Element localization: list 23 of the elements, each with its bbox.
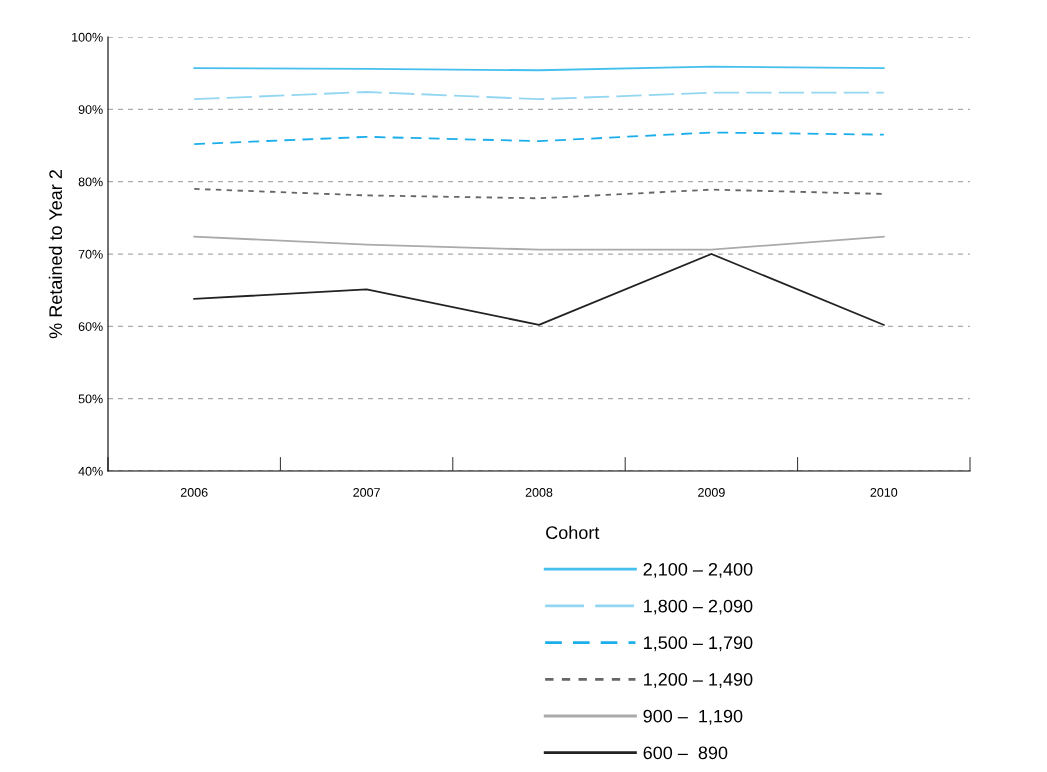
legend-label: 2,100 – 2,400 <box>643 562 753 578</box>
x-tick-label: 2010 <box>870 488 898 497</box>
line-series <box>193 253 885 326</box>
legend-label: 600 – 890 <box>643 746 728 760</box>
legend-label: 1,500 – 1,790 <box>644 636 753 652</box>
y-tick-label: 100% <box>72 32 103 42</box>
y-tick-label: 50% <box>78 394 103 404</box>
x-tick-label: 2009 <box>698 488 725 497</box>
x-tick-label: 2006 <box>180 488 208 497</box>
legend-label: 1,800 – 2,090 <box>644 599 753 615</box>
y-tick-label: 90% <box>78 105 103 114</box>
y-tick-label: 60% <box>78 322 103 331</box>
x-tick-label: 2008 <box>525 488 553 497</box>
legend-label: 1,200 – 1,490 <box>644 673 753 688</box>
x-tick-label: 2007 <box>353 488 380 497</box>
y-axis-title: % Retained to Year 2 <box>48 170 63 339</box>
y-tick-label: 80% <box>78 177 103 187</box>
legend-title: Cohort <box>546 525 600 540</box>
y-tick-label: 70% <box>78 249 103 259</box>
line-series <box>193 131 885 145</box>
y-tick-label: 40% <box>78 466 103 476</box>
legend-label: 900 – 1,190 <box>643 709 743 725</box>
line-series <box>193 187 885 200</box>
